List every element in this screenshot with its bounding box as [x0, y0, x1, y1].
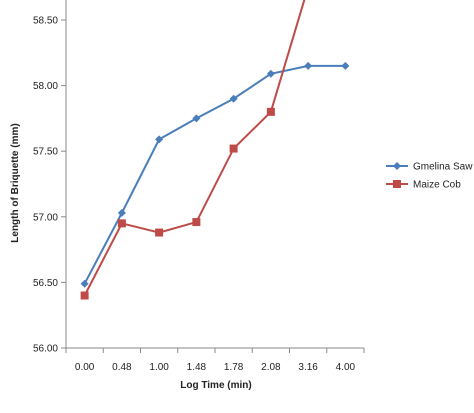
x-tick-label: 1.48	[187, 362, 207, 373]
data-point	[229, 94, 238, 103]
data-point	[341, 61, 350, 70]
legend-label: Maize Cob	[413, 180, 461, 191]
x-axis-title: Log Time (min)	[180, 380, 251, 391]
data-point	[155, 228, 164, 237]
x-axis-ticks: 0.00 0.48 1.00 1.48 1.78 2.08 3.16 4.00	[65, 348, 365, 373]
x-tick-label: 0.00	[75, 362, 95, 373]
data-point	[80, 291, 89, 300]
data-point	[266, 107, 275, 116]
y-tick-label: 58.50	[33, 16, 58, 27]
x-tick-label: 1.78	[224, 362, 244, 373]
plot-area	[65, 0, 364, 349]
x-tick-label: 1.00	[149, 362, 169, 373]
x-tick-label: 2.08	[261, 362, 281, 373]
series-layer	[80, 0, 350, 300]
legend: Gmelina Saw Maize Cob	[386, 162, 473, 191]
data-point	[266, 69, 275, 78]
legend-item: Gmelina Saw	[386, 162, 473, 173]
x-tick-label: 3.16	[298, 362, 318, 373]
series-maize-cob	[80, 0, 306, 300]
y-tick-label: 57.00	[33, 212, 58, 223]
series-line	[83, 0, 306, 296]
x-tick-label: 4.00	[336, 362, 356, 373]
data-point	[192, 114, 201, 123]
data-point	[80, 279, 89, 288]
y-tick-label: 58.00	[33, 81, 58, 92]
x-tick-label: 0.48	[112, 362, 132, 373]
y-tick-label: 56.50	[33, 278, 58, 289]
y-axis-ticks: 56.00 56.50 57.00 57.50 58.00 58.50	[33, 16, 66, 355]
data-point	[117, 219, 126, 228]
legend-marker	[393, 180, 401, 188]
data-point	[155, 135, 164, 144]
y-tick-label: 56.00	[33, 344, 58, 355]
data-point	[192, 218, 201, 227]
legend-label: Gmelina Saw	[413, 162, 473, 173]
data-point	[229, 144, 238, 153]
legend-marker	[393, 162, 401, 170]
data-point	[304, 61, 313, 70]
y-axis-title: Length of Briquette (mm)	[10, 123, 21, 242]
legend-item: Maize Cob	[386, 180, 461, 191]
y-tick-label: 57.50	[33, 147, 58, 158]
series-gmelina-saw	[80, 61, 350, 288]
series-line	[83, 64, 346, 285]
data-point	[117, 208, 126, 217]
